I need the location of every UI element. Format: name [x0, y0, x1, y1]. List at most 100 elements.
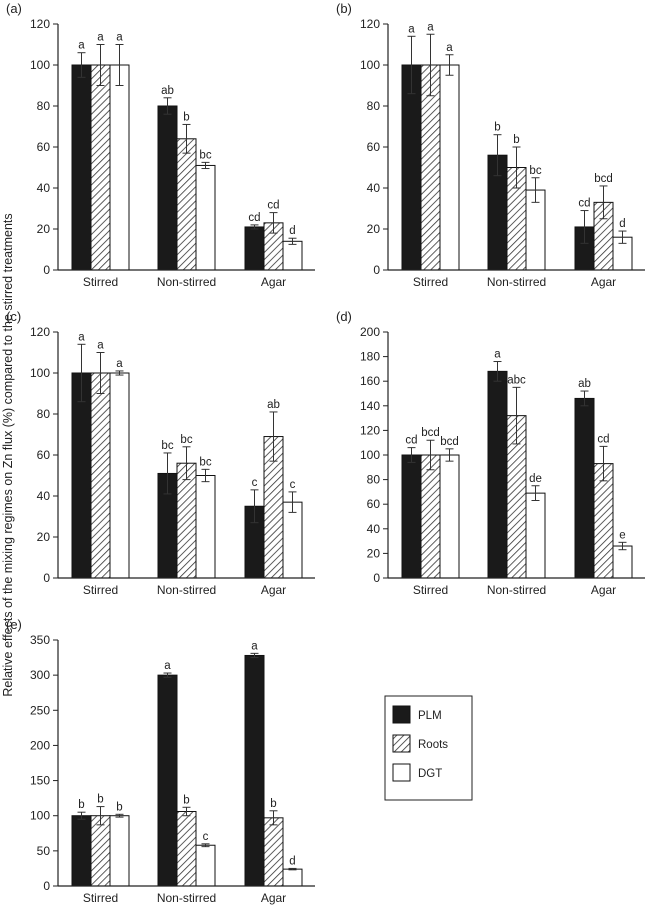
bar — [420, 454, 441, 579]
y-tick-label: 100 — [360, 58, 380, 72]
y-tick-label: 40 — [367, 181, 381, 195]
significance-letter: a — [164, 660, 171, 672]
x-category-label: Agar — [591, 583, 616, 597]
legend-swatch — [392, 763, 411, 782]
significance-letter: ab — [578, 378, 591, 390]
bar — [195, 164, 216, 271]
significance-letter: bcd — [421, 427, 440, 439]
bar — [574, 397, 595, 579]
y-tick-label: 180 — [360, 350, 380, 364]
significance-letter: cd — [248, 212, 260, 224]
bar — [195, 844, 216, 887]
significance-letter: b — [116, 801, 122, 813]
y-tick-label: 40 — [37, 489, 51, 503]
significance-letter: bc — [180, 434, 192, 446]
y-tick-label: 80 — [367, 99, 381, 113]
bar — [71, 372, 92, 579]
y-tick-label: 60 — [37, 448, 51, 462]
significance-letter: d — [619, 218, 625, 230]
x-category-label: Agar — [591, 275, 616, 289]
bar — [401, 64, 422, 271]
legend-label: PLM — [418, 710, 442, 722]
significance-letter: cd — [267, 200, 279, 212]
bar — [71, 64, 92, 271]
significance-letter: b — [270, 798, 276, 810]
significance-letter: a — [494, 349, 501, 361]
bar — [244, 654, 265, 887]
significance-letter: b — [513, 134, 519, 146]
bar — [195, 475, 216, 579]
y-tick-label: 50 — [37, 844, 51, 858]
y-tick-label: 250 — [30, 703, 50, 717]
y-tick-label: 100 — [30, 58, 50, 72]
y-tick-label: 40 — [37, 181, 51, 195]
bar — [90, 815, 111, 887]
significance-letter: cd — [405, 435, 417, 447]
x-category-label: Agar — [261, 583, 286, 597]
bar — [90, 64, 111, 271]
significance-letter: b — [494, 122, 500, 134]
significance-letter: c — [252, 477, 258, 489]
significance-letter: c — [290, 479, 296, 491]
significance-letter: e — [619, 529, 625, 541]
x-category-label: Stirred — [413, 583, 448, 597]
y-tick-label: 0 — [373, 263, 380, 277]
y-tick-label: 20 — [367, 222, 381, 236]
bar — [525, 492, 546, 579]
panel-label: (b) — [336, 1, 352, 16]
y-tick-label: 0 — [43, 571, 50, 585]
y-tick-label: 20 — [367, 546, 381, 560]
panel-label: (a) — [6, 1, 22, 16]
legend-swatch — [392, 705, 411, 724]
y-tick-label: 120 — [360, 423, 380, 437]
significance-letter: abc — [507, 374, 526, 386]
x-category-label: Stirred — [83, 275, 118, 289]
y-tick-label: 40 — [367, 522, 381, 536]
y-tick-label: 60 — [367, 497, 381, 511]
y-tick-label: 80 — [37, 99, 51, 113]
significance-letter: c — [203, 831, 209, 843]
y-tick-label: 120 — [30, 325, 50, 339]
y-tick-label: 100 — [360, 448, 380, 462]
y-tick-label: 100 — [30, 366, 50, 380]
x-category-label: Non-stirred — [157, 275, 216, 289]
significance-letter: de — [529, 473, 542, 485]
significance-letter: a — [116, 32, 123, 44]
bar — [109, 64, 130, 271]
x-category-label: Non-stirred — [157, 891, 216, 905]
y-tick-label: 150 — [30, 774, 50, 788]
y-tick-label: 80 — [37, 407, 51, 421]
y-tick-label: 300 — [30, 668, 50, 682]
chart-panel: (c) 0 20 40 60 80 100 120 a bc c a bc ab a bc c Stirred No… — [6, 309, 315, 597]
significance-letter: b — [78, 799, 84, 811]
legend-label: DGT — [418, 768, 442, 780]
significance-letter: a — [78, 40, 85, 52]
bar — [71, 815, 92, 887]
x-category-label: Agar — [261, 891, 286, 905]
bar — [176, 810, 197, 887]
x-category-label: Stirred — [413, 275, 448, 289]
x-category-label: Stirred — [83, 891, 118, 905]
significance-letter: cd — [597, 433, 609, 445]
legend-swatch — [392, 734, 411, 753]
bar — [282, 501, 303, 579]
chart-panel: (d) 0 20 40 60 80 100 120 140 160 180 200 cd a ab bcd ab… — [336, 309, 645, 597]
bar — [176, 462, 197, 579]
legend: PLM Roots DGT — [384, 695, 473, 801]
y-tick-label: 160 — [360, 374, 380, 388]
bar — [90, 372, 111, 579]
significance-letter: a — [251, 640, 258, 652]
bar — [487, 370, 508, 579]
bar — [263, 817, 284, 887]
significance-letter: bc — [161, 440, 173, 452]
y-tick-label: 0 — [373, 571, 380, 585]
panel-label: (c) — [6, 309, 21, 324]
significance-letter: a — [78, 331, 85, 343]
significance-letter: bcd — [594, 173, 613, 185]
significance-letter: bc — [199, 456, 211, 468]
bar — [439, 64, 460, 271]
significance-letter: b — [97, 794, 103, 806]
